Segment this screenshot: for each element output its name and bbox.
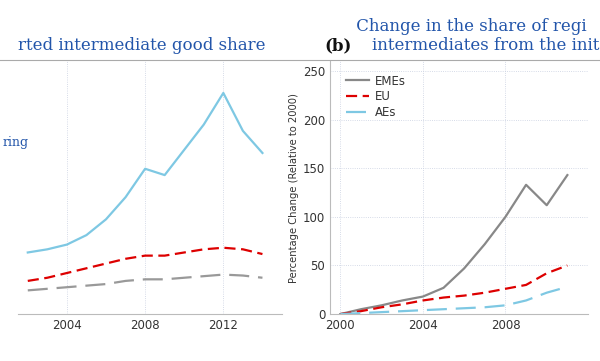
EMEs: [337, 312, 344, 316]
EMEs: [440, 286, 447, 290]
EMEs: [378, 303, 385, 308]
AEs: [398, 309, 406, 313]
AEs: [481, 305, 488, 309]
AEs: [523, 298, 530, 303]
EMEs: [398, 298, 406, 303]
EMEs: [358, 307, 365, 312]
EMEs: [481, 242, 488, 246]
AEs: [502, 303, 509, 308]
Text: Change in the share of regi
    intermediates from the init: Change in the share of regi intermediate…: [351, 18, 599, 54]
EU: [440, 295, 447, 300]
EMEs: [461, 266, 468, 270]
AEs: [440, 307, 447, 312]
AEs: [378, 310, 385, 314]
EU: [398, 302, 406, 306]
EU: [543, 271, 550, 275]
Legend: EMEs, EU, AEs: EMEs, EU, AEs: [341, 70, 411, 124]
AEs: [337, 312, 344, 316]
EU: [337, 312, 344, 316]
Text: (b): (b): [324, 37, 352, 54]
EU: [481, 291, 488, 295]
EU: [419, 298, 427, 303]
AEs: [358, 311, 365, 315]
Text: ring: ring: [2, 136, 28, 149]
EMEs: [564, 173, 571, 177]
EU: [461, 293, 468, 298]
EU: [378, 305, 385, 309]
EU: [358, 309, 365, 313]
AEs: [564, 285, 571, 289]
Line: EMEs: EMEs: [340, 175, 568, 314]
AEs: [461, 306, 468, 310]
EMEs: [543, 203, 550, 207]
EU: [502, 287, 509, 291]
EMEs: [523, 183, 530, 187]
EU: [523, 283, 530, 287]
EU: [564, 263, 571, 268]
AEs: [543, 291, 550, 295]
AEs: [419, 308, 427, 312]
Text: rted intermediate good share: rted intermediate good share: [18, 37, 265, 54]
Y-axis label: Percentage Change (Relative to 2000): Percentage Change (Relative to 2000): [289, 93, 299, 283]
EMEs: [419, 295, 427, 299]
Line: EU: EU: [340, 265, 568, 314]
EMEs: [502, 215, 509, 219]
Line: AEs: AEs: [340, 287, 568, 314]
